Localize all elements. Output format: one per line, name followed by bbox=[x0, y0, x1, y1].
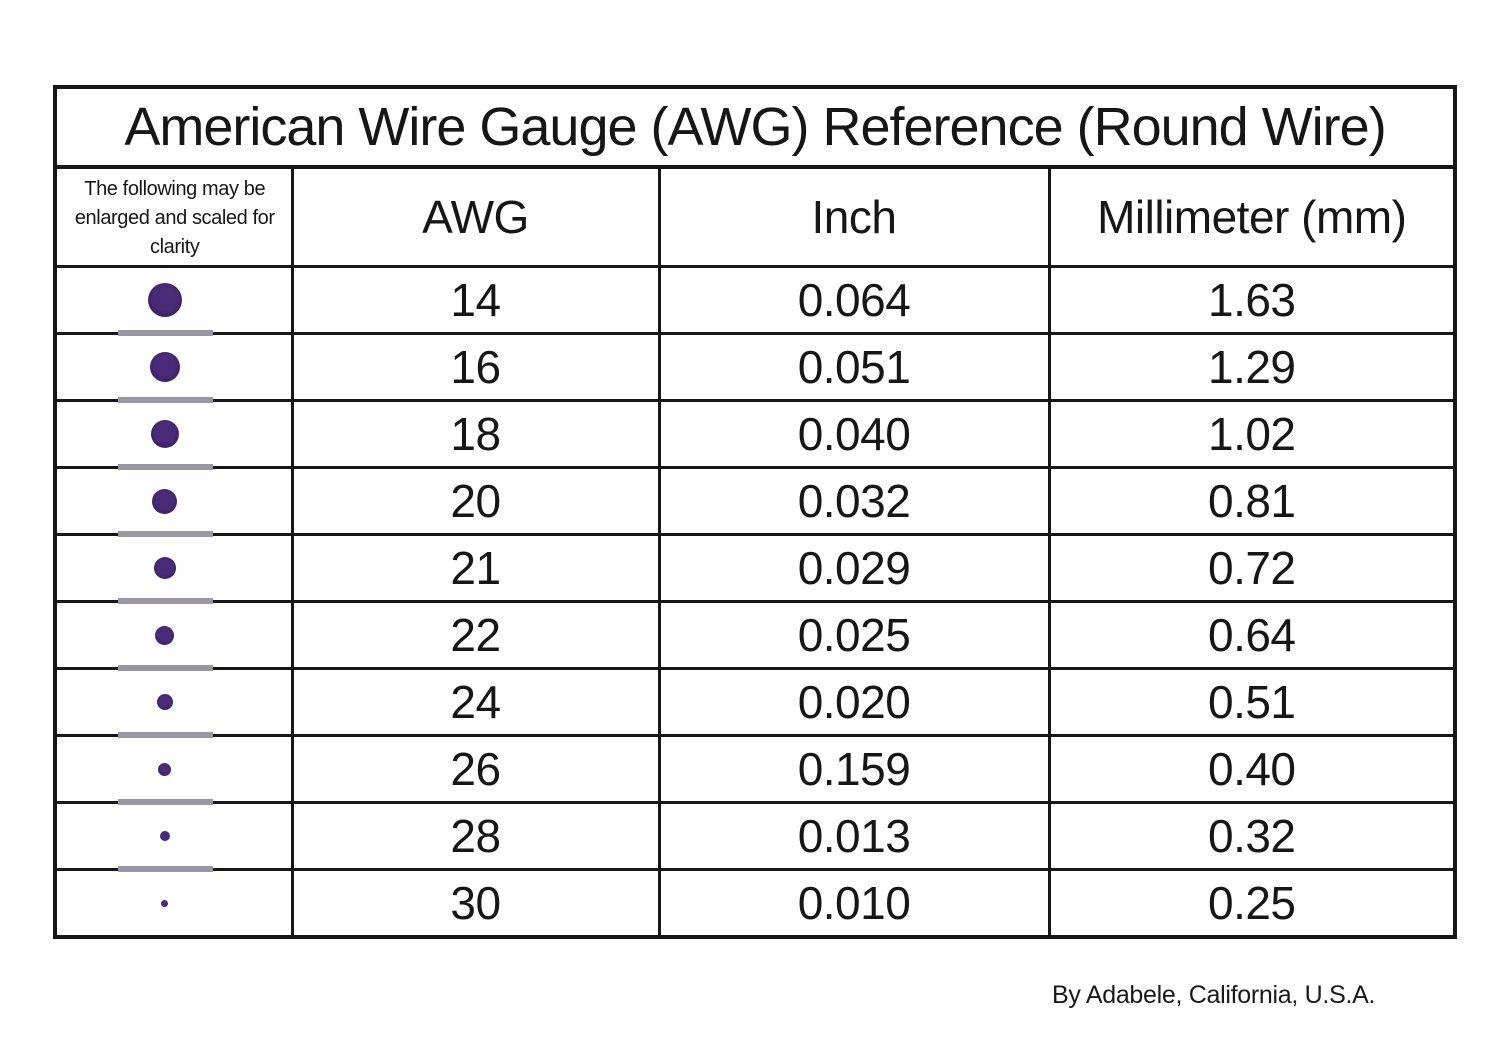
row-accent-bar bbox=[117, 464, 213, 470]
note-cell: The following may be enlarged and scaled… bbox=[53, 165, 294, 268]
inch-cell: 0.040 bbox=[657, 399, 1051, 469]
table-row: 26 0.159 0.40 bbox=[53, 734, 1457, 805]
wire-dot bbox=[152, 488, 178, 514]
wire-dot bbox=[153, 557, 176, 579]
column-header-inch: Inch bbox=[657, 165, 1051, 268]
wire-dot bbox=[159, 831, 170, 841]
wire-dot bbox=[161, 899, 169, 907]
dot-wrap bbox=[48, 283, 282, 317]
table-row: 22 0.025 0.64 bbox=[53, 600, 1457, 671]
awg-reference-table: American Wire Gauge (AWG) Reference (Rou… bbox=[53, 85, 1457, 939]
mm-cell: 0.25 bbox=[1047, 868, 1457, 939]
dot-wrap bbox=[48, 557, 282, 579]
awg-cell: 26 bbox=[290, 734, 661, 804]
dot-size-cell bbox=[53, 399, 294, 470]
mm-cell: 1.29 bbox=[1047, 332, 1457, 402]
table-body: 14 0.064 1.63 16 0.051 1.29 18 0.040 1.0… bbox=[53, 265, 1457, 939]
row-accent-bar bbox=[117, 665, 213, 671]
table-title: American Wire Gauge (AWG) Reference (Rou… bbox=[53, 85, 1457, 169]
wire-dot bbox=[155, 625, 175, 645]
row-accent-bar bbox=[117, 866, 213, 872]
inch-cell: 0.025 bbox=[657, 600, 1051, 670]
awg-cell: 21 bbox=[290, 533, 661, 603]
awg-cell: 16 bbox=[290, 332, 661, 402]
table-row: 21 0.029 0.72 bbox=[53, 533, 1457, 604]
dot-size-cell bbox=[53, 868, 294, 939]
table-row: 28 0.013 0.32 bbox=[53, 801, 1457, 872]
table-row: 20 0.032 0.81 bbox=[53, 466, 1457, 537]
row-accent-bar bbox=[117, 598, 213, 604]
footer-credit: By Adabele, California, U.S.A. bbox=[1052, 981, 1376, 1009]
dot-wrap bbox=[48, 831, 282, 841]
dot-wrap bbox=[48, 694, 282, 710]
dot-wrap bbox=[48, 899, 282, 907]
dot-size-cell bbox=[53, 734, 294, 805]
row-accent-bar bbox=[117, 799, 213, 805]
inch-cell: 0.064 bbox=[657, 265, 1051, 335]
awg-table-container: American Wire Gauge (AWG) Reference (Rou… bbox=[53, 85, 1457, 939]
column-header-awg: AWG bbox=[290, 165, 661, 268]
mm-cell: 0.72 bbox=[1047, 533, 1457, 603]
inch-cell: 0.159 bbox=[657, 734, 1051, 804]
mm-cell: 1.63 bbox=[1047, 265, 1457, 335]
awg-cell: 28 bbox=[290, 801, 661, 871]
wire-dot bbox=[156, 694, 173, 710]
awg-cell: 18 bbox=[290, 399, 661, 469]
row-accent-bar bbox=[117, 732, 213, 738]
wire-dot bbox=[147, 283, 182, 317]
wire-dot bbox=[150, 420, 179, 448]
dot-size-cell bbox=[53, 265, 294, 336]
inch-cell: 0.029 bbox=[657, 533, 1051, 603]
dot-size-cell bbox=[53, 600, 294, 671]
dot-wrap bbox=[48, 420, 282, 448]
wire-dot bbox=[158, 762, 172, 776]
dot-size-cell bbox=[53, 667, 294, 738]
header-row: The following may be enlarged and scaled… bbox=[53, 165, 1457, 268]
awg-cell: 14 bbox=[290, 265, 661, 335]
dot-wrap bbox=[48, 352, 282, 382]
dot-size-cell bbox=[53, 533, 294, 604]
wire-dot bbox=[149, 352, 180, 382]
mm-cell: 0.81 bbox=[1047, 466, 1457, 536]
awg-cell: 22 bbox=[290, 600, 661, 670]
inch-cell: 0.010 bbox=[657, 868, 1051, 939]
table-row: 24 0.020 0.51 bbox=[53, 667, 1457, 738]
mm-cell: 0.32 bbox=[1047, 801, 1457, 871]
mm-cell: 1.02 bbox=[1047, 399, 1457, 469]
column-header-mm: Millimeter (mm) bbox=[1047, 165, 1457, 268]
title-row: American Wire Gauge (AWG) Reference (Rou… bbox=[53, 85, 1457, 169]
mm-cell: 0.51 bbox=[1047, 667, 1457, 737]
inch-cell: 0.051 bbox=[657, 332, 1051, 402]
table-row: 14 0.064 1.63 bbox=[53, 265, 1457, 336]
inch-cell: 0.013 bbox=[657, 801, 1051, 871]
note-text: The following may be enlarged and scaled… bbox=[74, 177, 275, 258]
mm-cell: 0.64 bbox=[1047, 600, 1457, 670]
table-row: 18 0.040 1.02 bbox=[53, 399, 1457, 470]
dot-size-cell bbox=[53, 466, 294, 537]
table-row: 30 0.010 0.25 bbox=[53, 868, 1457, 939]
dot-wrap bbox=[48, 762, 282, 776]
row-accent-bar bbox=[117, 531, 213, 537]
dot-size-cell bbox=[53, 801, 294, 872]
row-accent-bar bbox=[117, 330, 213, 336]
mm-cell: 0.40 bbox=[1047, 734, 1457, 804]
awg-cell: 20 bbox=[290, 466, 661, 536]
inch-cell: 0.032 bbox=[657, 466, 1051, 536]
dot-wrap bbox=[48, 625, 282, 645]
awg-cell: 24 bbox=[290, 667, 661, 737]
table-row: 16 0.051 1.29 bbox=[53, 332, 1457, 403]
inch-cell: 0.020 bbox=[657, 667, 1051, 737]
row-accent-bar bbox=[117, 397, 213, 403]
dot-wrap bbox=[48, 488, 282, 514]
dot-size-cell bbox=[53, 332, 294, 403]
awg-cell: 30 bbox=[290, 868, 661, 939]
